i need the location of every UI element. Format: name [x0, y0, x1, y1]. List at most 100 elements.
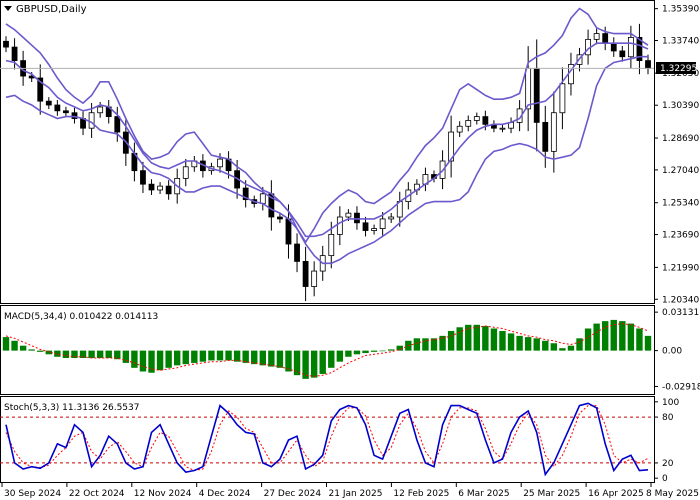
macd-histogram-bar [499, 330, 506, 351]
macd-panel: 0.03131 0.00 -0.029183 [2, 308, 700, 392]
macd-histogram-bar [276, 350, 284, 368]
macd-histogram-bar [319, 350, 326, 374]
macd-histogram-bar [251, 350, 258, 365]
stoch-signal-line [5, 405, 649, 472]
macd-histogram-bar [388, 349, 395, 351]
candle-body [593, 33, 600, 40]
candle-body [636, 37, 643, 62]
candle-body [610, 42, 617, 52]
date-axis-label: 30 Sep 2024 [4, 489, 61, 499]
candle-body [542, 121, 549, 152]
macd-histogram-bar [473, 324, 480, 351]
macd-histogram-bar [191, 350, 198, 363]
macd-panel-frame [0, 305, 655, 395]
macd-histogram-bar [370, 350, 378, 352]
candle-body [148, 183, 155, 191]
candle-body [242, 187, 249, 201]
price-axis-label: 1.23690 [662, 231, 699, 241]
candle-body [285, 218, 292, 245]
macd-axis-label: 0.00 [662, 347, 682, 357]
macd-histogram-bar [302, 350, 309, 379]
candle-body [140, 170, 146, 185]
macd-histogram-bar [542, 340, 549, 351]
candle-body [259, 193, 266, 204]
candle-body [294, 243, 300, 262]
date-axis-label: 21 Jan 2025 [329, 489, 383, 499]
macd-histogram-bar [584, 328, 592, 351]
macd-histogram-bar [310, 350, 318, 378]
macd-histogram-bar [439, 335, 446, 351]
date-axis-label: 8 May 2025 [646, 489, 699, 499]
price-axis-label: 1.25340 [662, 199, 699, 209]
macd-histogram-bar [353, 350, 361, 355]
candle-body [627, 37, 634, 58]
candle-body [114, 116, 121, 133]
date-axis-label: 27 Dec 2024 [264, 489, 322, 499]
macd-histogram-bar [422, 338, 429, 351]
macd-histogram-bar [19, 345, 27, 351]
candle-body [550, 112, 557, 152]
macd-histogram-bar [593, 323, 600, 351]
macd-histogram-bar [396, 345, 403, 351]
date-axis-label: 22 Oct 2024 [69, 489, 125, 499]
macd-title: MACD(5,34,4) 0.010422 0.014113 [4, 312, 158, 322]
macd-histogram-bar [379, 350, 386, 352]
candle-body [362, 222, 369, 231]
price-axis-label: 1.21990 [662, 263, 699, 273]
macd-histogram-bar [79, 350, 87, 358]
candle-body [54, 104, 61, 112]
candle-body [559, 83, 566, 114]
macd-histogram-bar [362, 350, 369, 354]
candle-body [448, 131, 455, 162]
macd-histogram-bar [524, 337, 532, 351]
stoch-axis-label: 20 [662, 459, 674, 469]
macd-histogram-bar [602, 321, 609, 351]
candle-body [277, 216, 283, 220]
macd-histogram-bar [122, 350, 130, 363]
candle-body [157, 185, 163, 191]
macd-histogram-bar [165, 350, 172, 368]
macd-histogram-bar [259, 350, 266, 366]
macd-histogram-bar [465, 324, 472, 351]
macd-histogram-bar [233, 350, 241, 362]
candle-body [525, 67, 532, 110]
macd-histogram-bar [576, 338, 583, 351]
candle-body [71, 112, 78, 119]
candle-body [328, 233, 335, 257]
macd-histogram-bar [430, 338, 438, 351]
macd-histogram-bar [345, 350, 352, 357]
date-axis-label: 16 Apr 2025 [588, 489, 644, 499]
macd-histogram-bar [567, 345, 575, 351]
stoch-axis-label: 0 [662, 474, 668, 484]
stoch-axis-label: 100 [662, 398, 679, 408]
bollinger-lower-band [5, 55, 648, 265]
macd-histogram-bar [216, 350, 224, 361]
candle-body [165, 185, 172, 195]
macd-histogram-bar [447, 330, 455, 351]
macd-histogram-bar [37, 350, 44, 352]
macd-histogram-bar [96, 350, 104, 358]
candle-body [388, 216, 395, 220]
price-axis-label: 1.33740 [662, 37, 699, 47]
macd-histogram-bar [62, 350, 70, 358]
candle-body [456, 125, 463, 133]
candle-body [182, 166, 189, 179]
dropdown-triangle-icon[interactable] [4, 6, 12, 11]
macd-histogram-bar [131, 350, 138, 368]
price-axis-label: 1.30390 [662, 101, 699, 111]
macd-axis-label: 0.03131 [662, 308, 699, 318]
macd-histogram-bar [208, 350, 215, 361]
macd-histogram-bar [627, 323, 635, 351]
macd-histogram-bar [54, 350, 61, 357]
macd-histogram-bar [490, 328, 498, 351]
current-price-tag [656, 62, 696, 74]
candle-body [533, 67, 540, 123]
stoch-panel: 100 80 20 0 [0, 398, 679, 484]
macd-histogram-bar [199, 350, 207, 362]
candle-body [473, 116, 480, 121]
macd-histogram-bar [328, 350, 335, 368]
macd-histogram-bar [182, 350, 189, 365]
macd-histogram-bar [559, 348, 566, 351]
macd-histogram-bar [45, 350, 52, 355]
macd-histogram-bar [482, 326, 489, 351]
